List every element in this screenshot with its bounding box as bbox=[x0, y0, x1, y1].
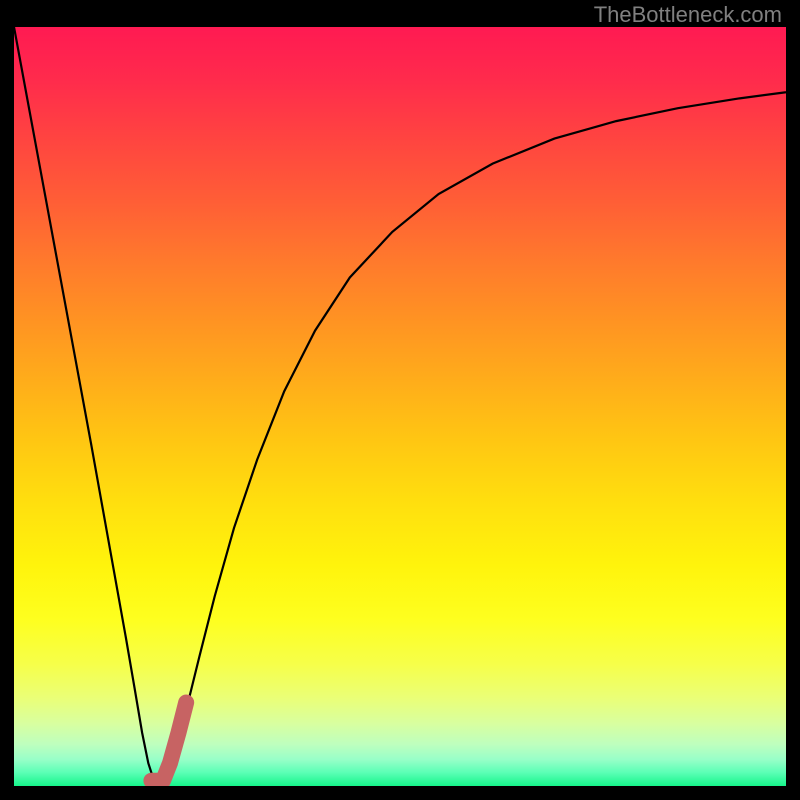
watermark-text: TheBottleneck.com bbox=[594, 2, 782, 28]
bottleneck-chart bbox=[0, 0, 800, 800]
chart-container: TheBottleneck.com bbox=[0, 0, 800, 800]
